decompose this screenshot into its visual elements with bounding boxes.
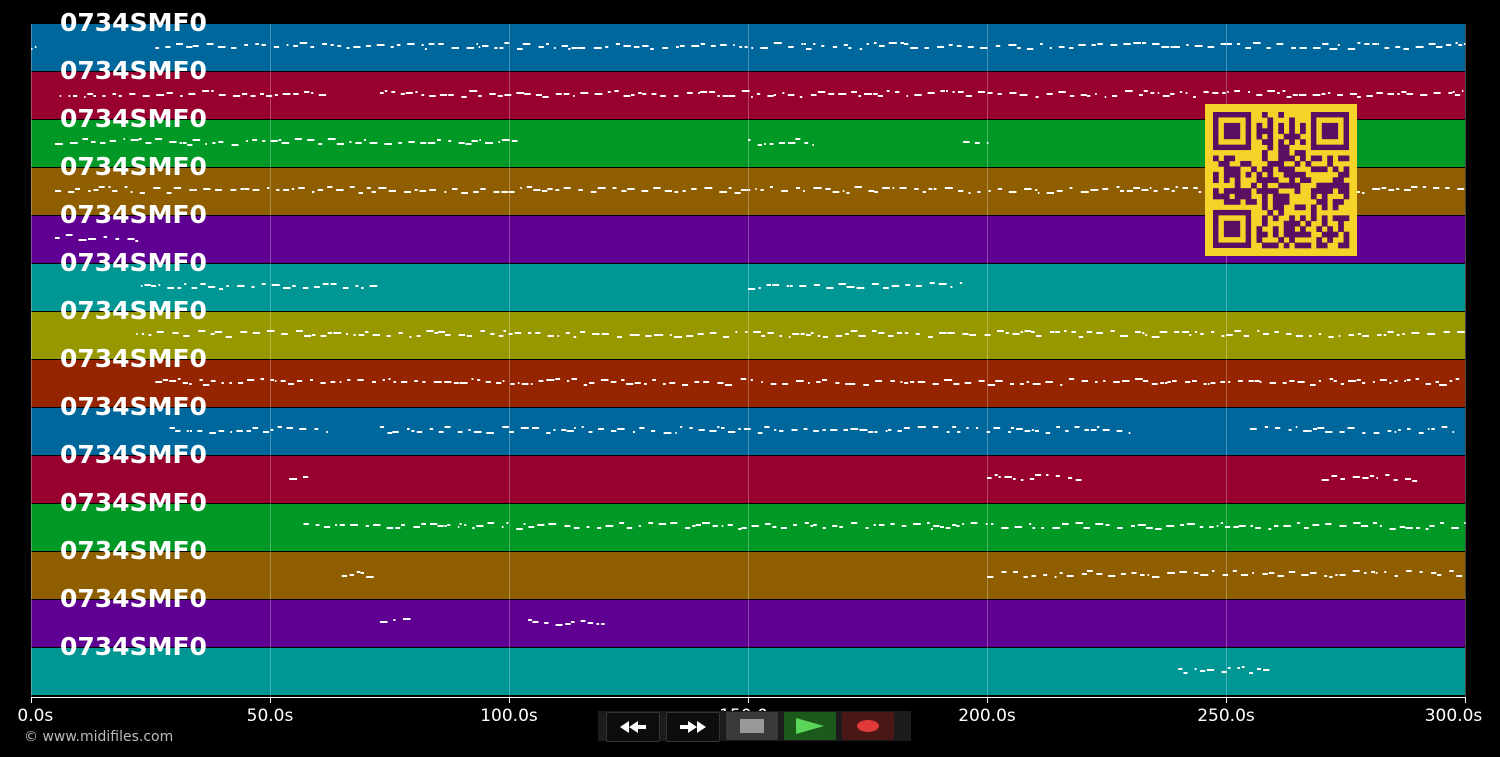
time-tick-label: 0.0s [17, 706, 54, 726]
stop-button[interactable] [726, 712, 778, 740]
track-label: 0734SMF0 [60, 344, 207, 373]
fast-forward-button[interactable] [666, 712, 720, 742]
track-label: 0734SMF0 [60, 632, 207, 661]
track-lane [31, 456, 1465, 504]
time-tick-label: 100.0s [480, 706, 538, 726]
time-tick [31, 697, 32, 703]
record-icon [857, 720, 879, 732]
track-lane [31, 312, 1465, 360]
time-tick [270, 697, 271, 703]
track-lane [31, 504, 1465, 552]
time-tick [987, 697, 988, 703]
time-tick-label: 250.0s [1197, 706, 1255, 726]
qr-code [1205, 104, 1357, 256]
track-label: 0734SMF0 [60, 584, 207, 613]
fast-forward-icon [680, 721, 706, 733]
gridline [1465, 24, 1466, 697]
play-icon [796, 718, 824, 734]
track-label: 0734SMF0 [60, 536, 207, 565]
track-lane [31, 600, 1465, 648]
track-lane [31, 360, 1465, 408]
time-tick [1465, 697, 1466, 703]
track-label: 0734SMF0 [60, 296, 207, 325]
time-tick-label: 300.0s [1424, 706, 1483, 726]
track-label: 0734SMF0 [60, 440, 207, 469]
track-lane [31, 408, 1465, 456]
time-tick-label: 200.0s [958, 706, 1016, 726]
gridline [31, 24, 32, 697]
gridline [270, 24, 271, 697]
track-label: 0734SMF0 [60, 392, 207, 421]
time-tick [1226, 697, 1227, 703]
qr-code-image [1213, 112, 1350, 249]
time-tick [748, 697, 749, 703]
record-button[interactable] [842, 712, 894, 740]
track-lane [31, 552, 1465, 600]
time-tick [509, 697, 510, 703]
gridline [748, 24, 749, 697]
transport-controls [598, 711, 911, 742]
copyright-text: © www.midifiles.com [24, 729, 174, 745]
track-label: 0734SMF0 [60, 8, 207, 37]
rewind-button[interactable] [606, 712, 660, 742]
track-label: 0734SMF0 [60, 200, 207, 229]
gridline [987, 24, 988, 697]
track-label: 0734SMF0 [60, 248, 207, 277]
play-button[interactable] [784, 712, 836, 740]
gridline [509, 24, 510, 697]
track-label: 0734SMF0 [60, 152, 207, 181]
track-lane [31, 24, 1465, 72]
time-tick-label: 50.0s [246, 706, 294, 726]
track-label: 0734SMF0 [60, 104, 207, 133]
track-label: 0734SMF0 [60, 56, 207, 85]
track-label: 0734SMF0 [60, 488, 207, 517]
rewind-icon [620, 721, 646, 733]
gridline [1226, 24, 1227, 697]
stop-icon [740, 719, 764, 733]
